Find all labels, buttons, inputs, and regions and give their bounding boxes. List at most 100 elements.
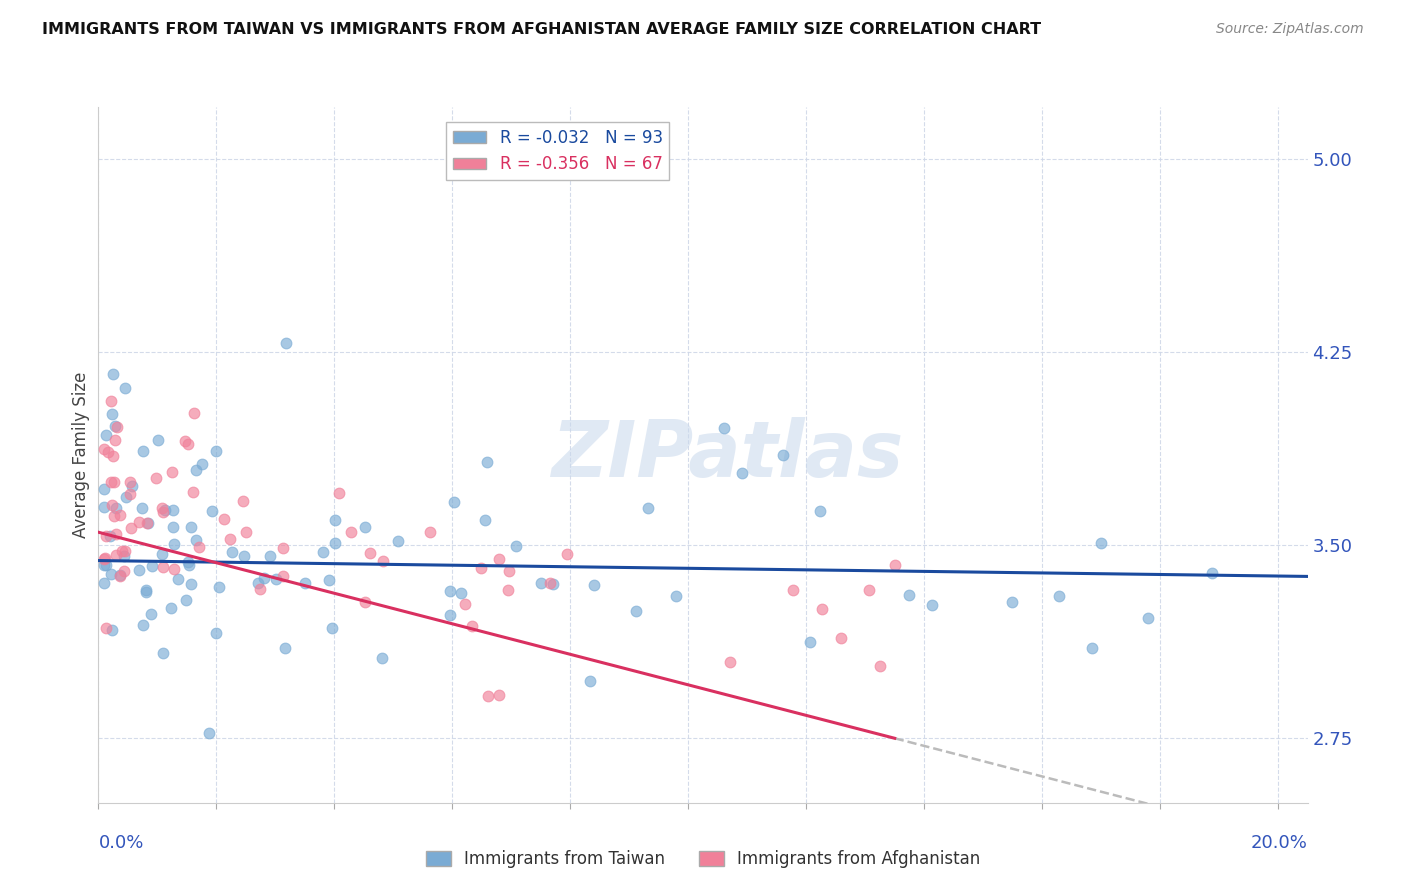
- Point: [450, 586, 472, 600]
- Point: [167, 572, 190, 586]
- Text: ZIPatlas: ZIPatlas: [551, 417, 903, 493]
- Point: [474, 513, 496, 527]
- Point: [104, 548, 127, 562]
- Point: [359, 546, 381, 560]
- Point: [713, 421, 735, 435]
- Point: [100, 499, 122, 513]
- Point: [162, 503, 184, 517]
- Point: [174, 434, 197, 449]
- Point: [582, 577, 605, 591]
- Text: IMMIGRANTS FROM TAIWAN VS IMMIGRANTS FROM AFGHANISTAN AVERAGE FAMILY SIZE CORREL: IMMIGRANTS FROM TAIWAN VS IMMIGRANTS FRO…: [42, 22, 1042, 37]
- Point: [146, 433, 169, 447]
- Point: [93, 551, 115, 566]
- Point: [177, 555, 200, 569]
- Point: [101, 408, 124, 422]
- Point: [132, 618, 155, 632]
- Point: [100, 475, 122, 490]
- Point: [470, 561, 492, 575]
- Point: [212, 512, 235, 526]
- Point: [439, 608, 461, 623]
- Point: [163, 537, 186, 551]
- Point: [1090, 536, 1112, 550]
- Point: [187, 540, 209, 554]
- Point: [1001, 594, 1024, 608]
- Point: [247, 576, 270, 591]
- Point: [112, 549, 135, 564]
- Point: [274, 640, 297, 655]
- Point: [498, 564, 520, 578]
- Point: [496, 582, 519, 597]
- Point: [318, 573, 340, 587]
- Point: [174, 593, 197, 607]
- Point: [93, 442, 115, 457]
- Point: [118, 475, 141, 489]
- Point: [120, 520, 142, 534]
- Point: [772, 448, 794, 462]
- Point: [371, 651, 394, 665]
- Point: [105, 420, 128, 434]
- Point: [94, 551, 117, 566]
- Point: [443, 494, 465, 508]
- Point: [259, 549, 281, 563]
- Text: 0.0%: 0.0%: [98, 834, 143, 852]
- Point: [1080, 641, 1102, 656]
- Point: [460, 618, 482, 632]
- Point: [221, 545, 243, 559]
- Point: [323, 536, 346, 550]
- Point: [439, 583, 461, 598]
- Point: [114, 380, 136, 394]
- Point: [624, 604, 647, 618]
- Point: [253, 571, 276, 585]
- Point: [98, 529, 121, 543]
- Point: [114, 544, 136, 558]
- Point: [96, 621, 118, 635]
- Point: [201, 504, 224, 518]
- Point: [830, 631, 852, 645]
- Point: [100, 393, 122, 408]
- Legend: R = -0.032   N = 93, R = -0.356   N = 67: R = -0.032 N = 93, R = -0.356 N = 67: [446, 122, 669, 180]
- Point: [235, 525, 257, 540]
- Point: [191, 457, 214, 471]
- Point: [115, 490, 138, 504]
- Point: [808, 504, 831, 518]
- Point: [387, 533, 409, 548]
- Point: [1137, 610, 1160, 624]
- Point: [181, 485, 204, 500]
- Point: [538, 575, 561, 590]
- Point: [505, 539, 527, 553]
- Point: [276, 336, 298, 351]
- Point: [637, 501, 659, 516]
- Point: [100, 624, 122, 638]
- Point: [530, 576, 553, 591]
- Point: [883, 558, 905, 572]
- Point: [104, 527, 127, 541]
- Point: [312, 545, 335, 559]
- Point: [118, 487, 141, 501]
- Point: [160, 601, 183, 615]
- Point: [110, 508, 132, 523]
- Point: [112, 564, 135, 578]
- Point: [718, 655, 741, 669]
- Point: [328, 485, 350, 500]
- Point: [198, 726, 221, 740]
- Point: [152, 547, 174, 561]
- Point: [93, 558, 115, 572]
- Point: [93, 500, 115, 514]
- Y-axis label: Average Family Size: Average Family Size: [72, 372, 90, 538]
- Point: [340, 525, 363, 540]
- Point: [869, 659, 891, 673]
- Point: [730, 467, 752, 481]
- Point: [264, 572, 287, 586]
- Point: [132, 443, 155, 458]
- Point: [131, 501, 153, 516]
- Point: [135, 584, 157, 599]
- Point: [294, 576, 316, 591]
- Point: [152, 646, 174, 660]
- Point: [93, 482, 115, 496]
- Point: [96, 558, 118, 572]
- Point: [858, 583, 880, 598]
- Point: [205, 626, 228, 640]
- Point: [93, 576, 115, 591]
- Point: [136, 516, 159, 530]
- Point: [103, 449, 125, 463]
